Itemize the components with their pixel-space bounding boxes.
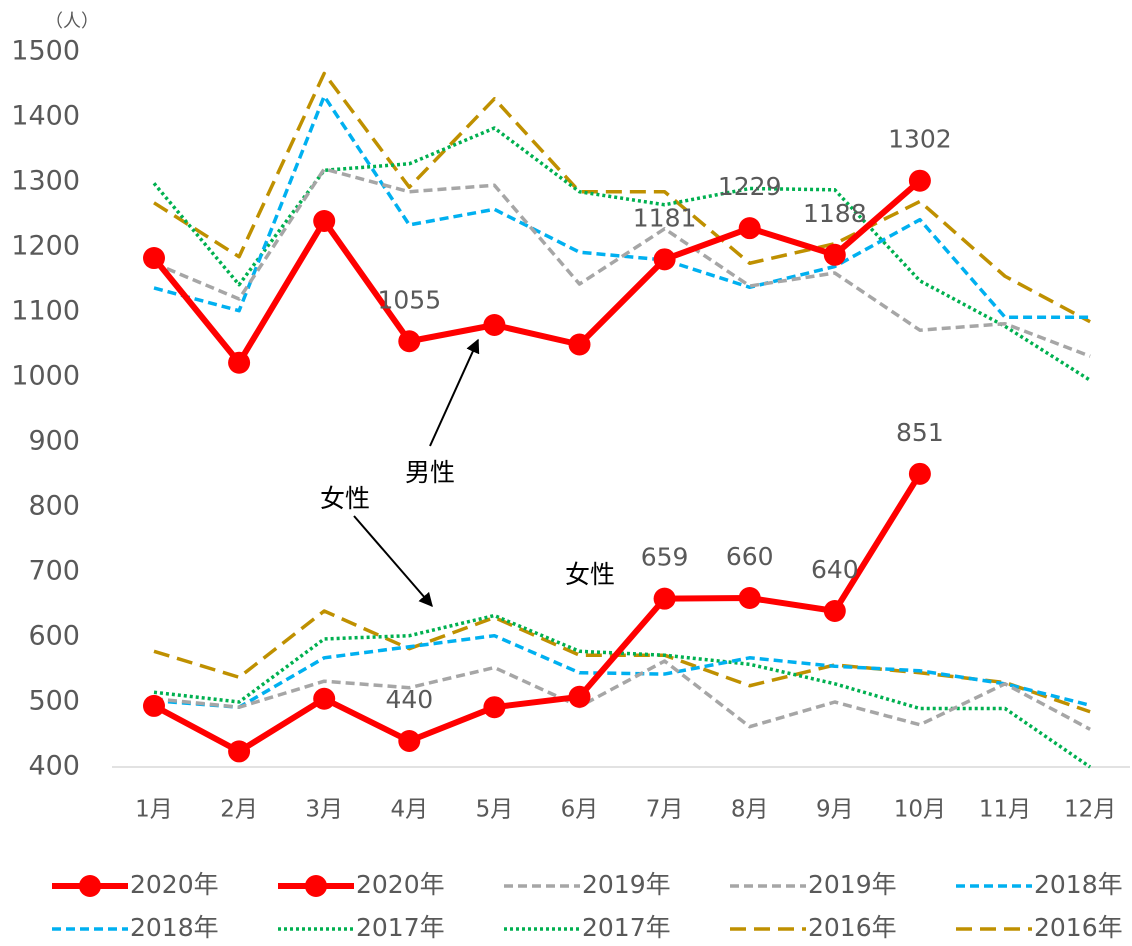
y-tick-label: 800 [28, 491, 80, 522]
data-point [568, 333, 591, 356]
y-tick-label: 1100 [11, 296, 80, 327]
data-point [653, 248, 676, 271]
x-tick-label: 4月 [390, 797, 428, 823]
data-point [398, 330, 421, 353]
value-label: 1302 [888, 125, 952, 154]
value-label: 1055 [377, 285, 441, 314]
value-label: 440 [385, 685, 433, 714]
annotation: 女性 [565, 560, 615, 589]
x-tick-label: 5月 [476, 797, 514, 823]
x-tick-label: 11月 [979, 797, 1031, 823]
data-point [228, 740, 251, 763]
legend-label: 2018年 [130, 913, 219, 942]
data-point [738, 587, 761, 609]
x-tick-label: 1月 [135, 797, 173, 823]
value-label: 1188 [803, 199, 867, 228]
data-point [313, 210, 336, 232]
data-point [143, 694, 165, 717]
data-point [228, 351, 251, 374]
data-point [738, 217, 761, 240]
value-label: 659 [641, 543, 689, 572]
legend-marker [305, 875, 327, 897]
data-point [568, 685, 591, 708]
value-label: 660 [726, 542, 774, 571]
legend-label: 2019年 [808, 870, 897, 899]
series-line [153, 659, 1091, 731]
legend-label: 2020年 [130, 870, 219, 899]
value-label: 1229 [718, 172, 782, 201]
series-line [153, 71, 1091, 324]
y-tick-label: 1000 [11, 361, 80, 392]
x-tick-label: 3月 [305, 797, 343, 823]
series-line [153, 609, 1091, 714]
x-tick-label: 10月 [894, 797, 946, 823]
y-tick-label: 900 [28, 426, 80, 457]
data-point [483, 314, 506, 336]
x-tick-label: 8月 [731, 797, 769, 823]
y-tick-label: 500 [28, 686, 80, 717]
legend-marker [79, 875, 101, 897]
legend-label: 2019年 [582, 870, 671, 899]
data-point [823, 243, 846, 266]
data-point [653, 587, 676, 610]
legend-label: 2016年 [808, 913, 897, 942]
legend-label: 2017年 [356, 913, 445, 942]
data-point [908, 462, 931, 485]
data-point [143, 247, 165, 270]
series-line [153, 613, 1092, 769]
y-tick-label: 400 [28, 751, 80, 782]
data-point [313, 687, 336, 710]
data-point [908, 169, 931, 192]
y-tick-label: 1500 [11, 36, 80, 67]
y-tick-label: 1400 [11, 101, 80, 132]
data-point [398, 730, 421, 752]
arrow [353, 515, 433, 608]
x-tick-label: 2月 [220, 797, 258, 823]
x-tick-label: 7月 [646, 797, 684, 823]
series-line [153, 94, 1091, 319]
legend-label: 2016年 [1034, 913, 1123, 942]
value-label: 1181 [633, 203, 697, 232]
y-tick-label: 700 [28, 556, 80, 587]
x-tick-label: 12月 [1064, 797, 1116, 823]
series-line [151, 178, 922, 366]
series-line [152, 472, 923, 755]
annotation: 男性 [405, 458, 455, 487]
arrow [429, 338, 480, 447]
legend-label: 2017年 [582, 913, 671, 942]
y-unit: （人） [45, 11, 99, 32]
y-tick-label: 1200 [11, 231, 80, 262]
y-tick-label: 600 [28, 621, 80, 652]
annotation: 女性 [320, 484, 370, 513]
x-tick-label: 9月 [816, 797, 854, 823]
series-line [153, 167, 1091, 358]
series-line [153, 633, 1091, 709]
data-point [823, 600, 846, 622]
value-label: 851 [896, 418, 944, 447]
value-label: 640 [811, 555, 859, 584]
legend-label: 2020年 [356, 870, 445, 899]
x-tick-label: 6月 [561, 797, 599, 823]
series-line [152, 126, 1092, 382]
data-point [483, 696, 506, 719]
legend-label: 2018年 [1034, 870, 1123, 899]
y-tick-label: 1300 [11, 166, 80, 197]
